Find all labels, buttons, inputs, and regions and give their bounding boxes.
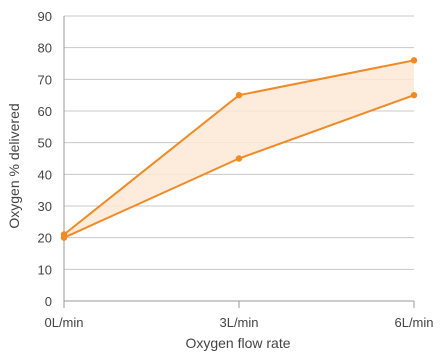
y-tick-label: 20 [38, 231, 52, 246]
x-tick-marks [63, 301, 415, 308]
y-tick-label: 90 [38, 9, 52, 24]
data-point [60, 234, 68, 241]
y-tick-label: 60 [38, 104, 52, 119]
range-band-area [64, 60, 414, 238]
data-point [235, 155, 243, 162]
y-tick-label: 50 [38, 136, 52, 151]
x-tick-label: 3L/min [219, 315, 258, 330]
x-tick-label: 6L/min [394, 315, 433, 330]
data-point [410, 57, 418, 64]
data-point [235, 91, 243, 99]
data-points [60, 57, 418, 241]
y-tick-label: 40 [38, 167, 52, 182]
y-tick-label: 70 [38, 72, 52, 87]
x-tick-labels: 0L/min 3L/min 6L/min [44, 315, 433, 330]
y-tick-labels: 0 10 20 30 40 50 60 70 80 90 [38, 9, 52, 309]
range-band [64, 60, 414, 238]
y-tick-label: 80 [38, 41, 52, 56]
y-axis-title: Oxygen % delivered [6, 103, 22, 228]
y-tick-label: 30 [38, 199, 52, 214]
y-tick-label: 0 [45, 294, 52, 309]
y-tick-label: 10 [38, 262, 52, 277]
data-point [410, 91, 418, 99]
x-axis-title: Oxygen flow rate [185, 335, 290, 351]
x-tick-label: 0L/min [44, 315, 83, 330]
